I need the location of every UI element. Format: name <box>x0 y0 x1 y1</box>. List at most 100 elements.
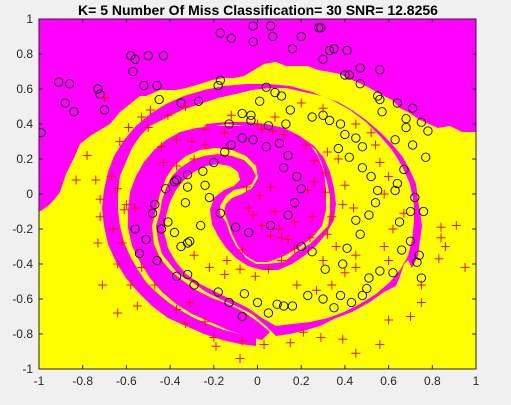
circle-marker <box>163 217 173 227</box>
plus-marker <box>434 254 444 264</box>
plus-marker <box>349 203 359 213</box>
plus-marker <box>388 224 398 234</box>
circle-marker <box>351 215 361 225</box>
circle-marker <box>182 182 193 192</box>
circle-marker <box>130 54 140 64</box>
circle-marker <box>196 220 206 231</box>
plus-marker <box>351 263 361 272</box>
circle-marker <box>226 33 236 43</box>
plus-marker <box>117 238 127 248</box>
circle-marker <box>213 287 223 297</box>
circle-marker <box>342 243 352 253</box>
plus-marker <box>200 317 210 327</box>
circle-marker <box>255 96 265 106</box>
plus-marker <box>274 224 284 234</box>
circle-marker <box>172 175 182 185</box>
circle-marker <box>261 142 271 152</box>
circle-marker <box>213 80 223 91</box>
circle-marker <box>314 23 324 33</box>
plus-marker <box>244 203 254 213</box>
circle-marker <box>344 70 354 80</box>
y-tick-label: 0.4 <box>16 117 33 131</box>
circle-marker <box>390 185 400 196</box>
decision-region-magenta-spiral-arm <box>128 126 326 340</box>
plus-marker <box>303 186 313 195</box>
plus-marker <box>95 194 105 204</box>
circle-marker <box>375 65 385 75</box>
plus-marker <box>257 124 267 134</box>
plus-marker <box>237 336 247 346</box>
plus-marker <box>209 333 219 342</box>
circle-marker <box>279 163 289 173</box>
circle-marker <box>185 236 195 246</box>
y-tick-label: 0 <box>26 187 33 201</box>
circle-marker <box>390 135 400 145</box>
plus-marker <box>172 135 182 145</box>
plus-marker <box>270 207 280 216</box>
circle-marker <box>296 31 306 42</box>
y-tick-label: -0.6 <box>12 292 33 306</box>
plus-marker <box>189 250 199 260</box>
plus-marker <box>159 158 169 167</box>
plus-marker <box>93 238 103 248</box>
circle-marker <box>375 266 385 276</box>
circle-marker <box>158 51 169 61</box>
circle-marker <box>287 44 298 54</box>
circle-marker <box>324 45 335 56</box>
circle-marker <box>244 227 254 238</box>
circle-marker <box>316 23 326 33</box>
x-tick-label: -0.8 <box>72 374 93 388</box>
plus-marker <box>137 263 147 272</box>
circle-marker <box>239 289 250 299</box>
plus-marker <box>211 341 221 351</box>
plus-marker <box>451 221 461 230</box>
plus-marker <box>71 175 81 185</box>
circle-marker <box>152 80 162 91</box>
plus-marker <box>242 182 252 192</box>
plus-marker <box>255 191 265 201</box>
plus-marker <box>172 305 182 314</box>
plus-marker <box>220 270 230 279</box>
circle-marker <box>366 171 376 182</box>
plus-marker <box>460 263 470 272</box>
plus-marker <box>322 147 332 157</box>
plus-marker <box>222 256 232 265</box>
plus-marker <box>156 142 166 152</box>
circle-marker <box>410 192 420 203</box>
circle-marker <box>296 184 306 194</box>
circle-marker <box>224 297 234 308</box>
circle-marker <box>276 91 287 101</box>
plus-marker <box>366 128 376 138</box>
plus-marker <box>375 158 385 167</box>
circle-marker <box>392 98 402 108</box>
plus-marker <box>311 285 321 295</box>
plus-marker <box>132 301 142 311</box>
y-tick-label: 0.8 <box>16 47 33 61</box>
circle-marker <box>324 115 335 126</box>
circle-marker <box>283 150 293 161</box>
circle-marker <box>39 128 46 138</box>
plus-marker <box>259 340 269 349</box>
plus-marker <box>384 172 394 181</box>
circle-marker <box>397 245 407 255</box>
plus-marker <box>150 280 160 290</box>
circle-marker <box>198 166 208 176</box>
circle-marker <box>274 138 284 148</box>
plus-marker <box>333 154 343 164</box>
y-tick-label: 0.2 <box>16 152 33 166</box>
circle-marker <box>394 217 405 227</box>
circle-marker <box>346 297 357 308</box>
circle-marker <box>93 84 103 94</box>
plus-marker <box>115 137 125 146</box>
x-tick-label: 1 <box>473 374 480 388</box>
circle-marker <box>355 229 365 239</box>
circle-marker <box>261 82 271 92</box>
circle-marker <box>340 129 350 140</box>
circle-marker <box>193 96 204 106</box>
circle-marker <box>401 122 411 133</box>
circle-marker <box>320 264 330 274</box>
plus-marker <box>200 124 210 134</box>
plus-marker <box>172 161 182 171</box>
plus-marker <box>180 319 190 328</box>
plus-marker <box>375 340 385 349</box>
